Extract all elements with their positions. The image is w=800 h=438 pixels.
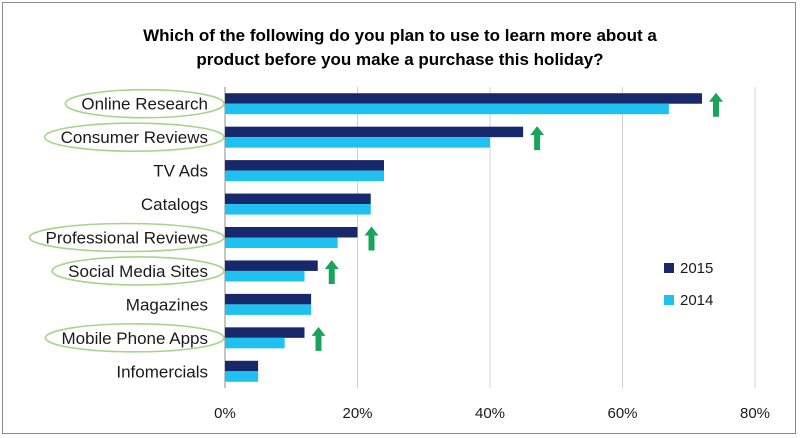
highlight-ovals bbox=[28, 88, 225, 353]
highlight-oval-consumer-reviews bbox=[43, 122, 225, 152]
bar-catalogs-2014 bbox=[225, 204, 371, 215]
legend-label-2014: 2014 bbox=[680, 292, 713, 309]
bar-professional-reviews-2014 bbox=[225, 237, 338, 248]
legend-label-2015: 2015 bbox=[680, 260, 713, 277]
x-tick-label: 80% bbox=[740, 405, 770, 422]
bar-magazines-2014 bbox=[225, 304, 312, 315]
legend: 2015 2014 bbox=[664, 260, 713, 309]
category-labels: Online Research Consumer Reviews TV Ads Cat… bbox=[45, 95, 208, 382]
chart-title-line-2: product before you make a purchase this … bbox=[196, 50, 603, 69]
x-axis-tick-labels: 0% 20% 40% 60% 80% bbox=[214, 405, 770, 422]
up-arrow-icon bbox=[364, 226, 379, 251]
category-label-consumer-reviews: Consumer Reviews bbox=[61, 128, 208, 147]
bar-online-research-2014 bbox=[225, 103, 669, 115]
bar-catalogs-2015 bbox=[225, 193, 371, 205]
up-arrow-icon bbox=[709, 92, 723, 117]
x-tick-label: 0% bbox=[214, 405, 236, 422]
highlight-oval-social-media-sites bbox=[51, 256, 225, 286]
highlight-oval-online-research bbox=[64, 88, 225, 119]
category-label-professional-reviews: Professional Reviews bbox=[45, 229, 208, 248]
category-label-mobile-phone-apps: Mobile Phone Apps bbox=[62, 329, 209, 348]
category-label-tv-ads: TV Ads bbox=[153, 162, 208, 181]
increase-arrows bbox=[311, 92, 723, 351]
category-label-magazines: Magazines bbox=[126, 295, 208, 314]
bar-professional-reviews-2015 bbox=[225, 227, 358, 238]
bar-mobile-phone-apps-2015 bbox=[225, 327, 305, 338]
bar-chart: Which of the following do you plan to us… bbox=[28, 26, 770, 422]
highlight-oval-professional-reviews bbox=[28, 222, 225, 253]
bar-tv-ads-2014 bbox=[225, 170, 384, 182]
chart-title: Which of the following do you plan to us… bbox=[143, 26, 657, 69]
x-tick-label: 60% bbox=[607, 405, 637, 422]
category-label-social-media-sites: Social Media Sites bbox=[68, 262, 208, 281]
up-arrow-icon bbox=[530, 126, 545, 151]
bar-consumer-reviews-2014 bbox=[225, 137, 490, 148]
highlight-oval-mobile-phone-apps bbox=[44, 323, 225, 353]
category-label-online-research: Online Research bbox=[81, 95, 208, 114]
bar-infomercials-2015 bbox=[225, 360, 259, 372]
legend-swatch-2015 bbox=[664, 263, 674, 273]
x-tick-label: 40% bbox=[475, 405, 505, 422]
bars bbox=[225, 93, 702, 382]
legend-swatch-2014 bbox=[664, 295, 674, 305]
bar-social-media-sites-2014 bbox=[225, 270, 305, 282]
chart-frame: Which of the following do you plan to us… bbox=[2, 2, 796, 434]
bar-tv-ads-2015 bbox=[225, 160, 384, 171]
bar-online-research-2015 bbox=[225, 93, 702, 104]
category-label-infomercials: Infomercials bbox=[116, 362, 208, 381]
up-arrow-icon bbox=[324, 259, 339, 284]
bar-social-media-sites-2015 bbox=[225, 260, 318, 271]
bar-mobile-phone-apps-2014 bbox=[225, 337, 285, 349]
up-arrow-icon bbox=[311, 326, 326, 351]
bar-magazines-2015 bbox=[225, 293, 312, 305]
bar-consumer-reviews-2015 bbox=[225, 126, 524, 138]
bar-infomercials-2014 bbox=[225, 371, 259, 382]
chart-title-line-1: Which of the following do you plan to us… bbox=[143, 26, 657, 45]
x-tick-label: 20% bbox=[342, 405, 372, 422]
category-label-catalogs: Catalogs bbox=[141, 195, 208, 214]
